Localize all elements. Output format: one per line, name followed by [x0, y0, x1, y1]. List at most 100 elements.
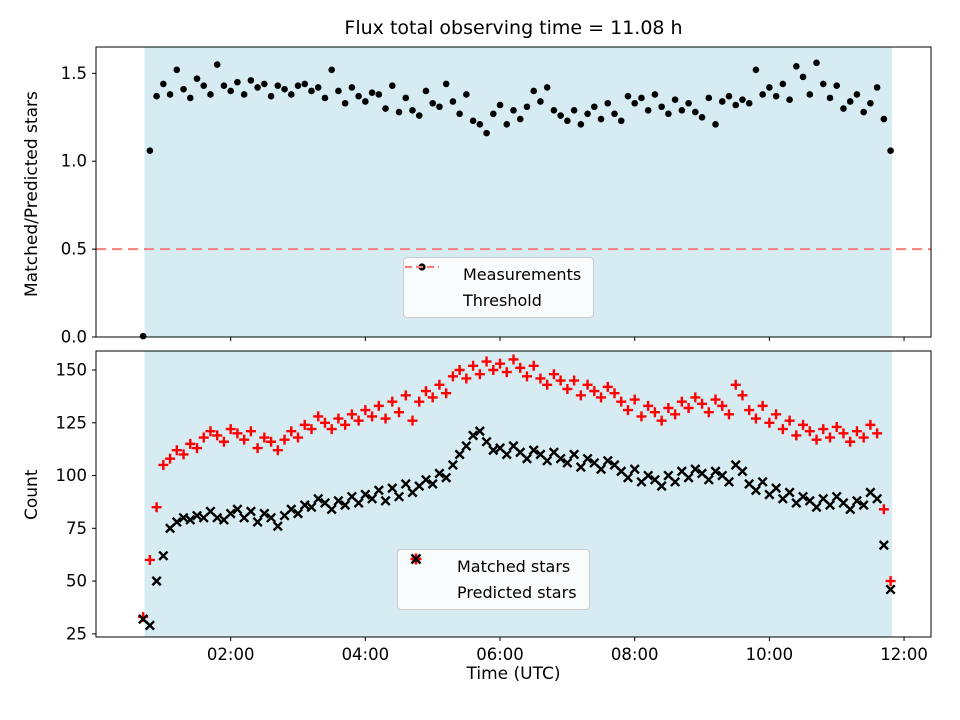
measurement-point — [813, 59, 820, 67]
measurement-point — [200, 82, 208, 89]
matched-star-point — [737, 390, 748, 401]
measurement-point — [395, 108, 403, 116]
measurement-point — [476, 121, 484, 128]
matched-star-point — [676, 396, 687, 407]
matched-star-point — [427, 392, 438, 403]
matched-star-point — [791, 430, 802, 441]
measurement-point — [314, 84, 322, 91]
predicted-star-point — [468, 430, 479, 441]
predicted-star-point — [582, 453, 593, 464]
predicted-star-point — [488, 445, 499, 456]
axes-count: 02:00 04:00 06:00 08:00 10:00 12:00 25 50 75 100 1… — [56, 350, 932, 664]
measurement-point — [409, 106, 416, 114]
y-tick-label: 25 — [66, 624, 87, 643]
matched-star-point — [811, 434, 822, 445]
matched-star-point — [326, 424, 337, 435]
y-tick-label: 75 — [66, 519, 87, 538]
measurement-point — [530, 87, 538, 95]
matched-star-point — [643, 400, 654, 411]
measurement-point — [671, 96, 679, 104]
predicted-star-point — [373, 485, 384, 496]
measurement-point — [537, 98, 544, 105]
matched-star-point — [838, 428, 849, 439]
matched-star-point — [872, 428, 883, 439]
predicted-star-point — [528, 445, 539, 456]
measurement-point — [597, 115, 605, 123]
y-tick-label: 0.5 — [61, 240, 87, 259]
x-tick-label: 10:00 — [746, 645, 794, 664]
measurement-point — [227, 87, 234, 95]
matched-star-point — [400, 390, 411, 401]
measurement-point — [705, 94, 713, 102]
measurement-point — [375, 91, 383, 98]
x-tick-label: 12:00 — [880, 645, 928, 664]
matched-star-point — [575, 390, 586, 401]
legend-label-measurements: Measurements — [463, 265, 582, 284]
predicted-star-point — [259, 508, 270, 519]
measurement-point — [139, 332, 147, 340]
predicted-star-point — [542, 455, 553, 466]
measurement-point — [826, 94, 834, 102]
matched-star-point — [239, 434, 250, 445]
y-tick-label: 100 — [56, 466, 88, 485]
matched-star-point — [521, 371, 532, 382]
predicted-star-point — [845, 504, 856, 515]
matched-star-point — [548, 369, 559, 380]
predicted-star-point — [683, 472, 694, 483]
measurement-point — [799, 73, 807, 81]
matched-star-point — [824, 432, 835, 443]
predicted-star-point — [387, 483, 398, 494]
matched-star-point — [192, 443, 203, 454]
y-tick-label: 0.0 — [61, 328, 87, 347]
measurement-point — [160, 80, 167, 88]
matched-star-point — [198, 432, 209, 443]
matched-star-point — [185, 438, 196, 449]
measurement-point — [651, 91, 659, 98]
predicted-star-point — [380, 495, 391, 506]
predicted-star-point — [602, 455, 613, 466]
matched-star-point — [360, 405, 371, 416]
predicted-star-point — [252, 516, 263, 528]
predicted-star-point — [353, 497, 364, 509]
measurement-point — [833, 82, 841, 89]
measurement-point — [220, 82, 228, 89]
legend-item-predicted-stars: Predicted stars — [410, 553, 577, 602]
matched-star-point — [683, 402, 694, 413]
measurement-point — [180, 85, 187, 93]
measurement-point — [692, 108, 699, 116]
measurement-point — [328, 66, 335, 74]
measurement-point — [308, 87, 315, 95]
matched-star-point — [885, 576, 896, 587]
predicted-star-point — [393, 491, 405, 502]
predicted-star-point — [710, 466, 721, 477]
predicted-star-point — [326, 504, 337, 515]
measurement-point — [193, 75, 201, 82]
matched-star-point — [420, 386, 431, 397]
matched-star-point — [245, 426, 256, 437]
x-tick-label: 08:00 — [611, 645, 659, 664]
measurement-point — [166, 91, 174, 98]
predicted-star-point — [225, 508, 236, 519]
predicted-star-point — [872, 493, 883, 504]
matched-star-point — [616, 396, 627, 407]
measurement-point — [793, 63, 800, 70]
matched-star-point — [266, 436, 277, 447]
measurement-point — [604, 99, 612, 107]
matched-star-point — [562, 383, 573, 394]
predicted-star-point — [622, 472, 634, 483]
measurement-point — [301, 80, 309, 88]
y-tick-label: 1.0 — [61, 152, 87, 171]
predicted-star-point — [851, 495, 862, 506]
measurement-point — [436, 103, 443, 111]
predicted-star-point — [340, 500, 351, 511]
predicted-star-point — [171, 516, 182, 528]
matched-star-point — [663, 402, 674, 413]
matched-star-point — [319, 417, 330, 428]
matched-star-point — [542, 379, 553, 390]
measurement-point — [631, 99, 639, 107]
matched-star-point — [798, 419, 809, 430]
matched-star-point — [407, 415, 418, 426]
predicted-star-point — [185, 514, 196, 525]
matched-star-point — [878, 504, 889, 515]
matched-star-point — [461, 373, 472, 384]
